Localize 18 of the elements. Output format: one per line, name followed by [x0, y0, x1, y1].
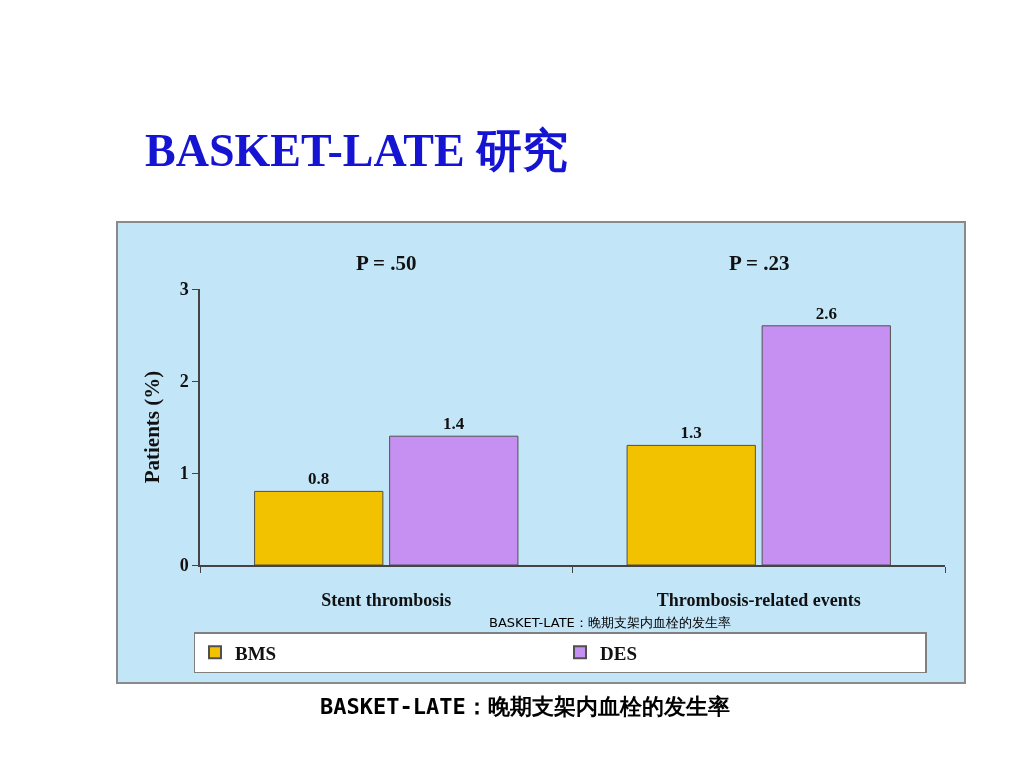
text: P = .50	[356, 251, 417, 275]
y-tick-label: 2	[179, 371, 189, 392]
x-tick-label: Thrombosis-related events	[656, 590, 861, 611]
data-label: 0.8	[308, 469, 330, 489]
y-axis-title: Patients (%)	[140, 370, 165, 484]
text: BASKET-LATE：晚期支架内血栓的发生率	[320, 694, 730, 719]
legend-label: DES	[600, 642, 637, 664]
chart-title: BASKET-LATE 研究	[145, 125, 569, 177]
data-label: 2.6	[815, 303, 837, 323]
text: BASKET-LATE：晚期支架内血栓的发生率	[489, 615, 731, 630]
data-label: 1.3	[680, 423, 702, 443]
y-tick-label: 3	[179, 279, 189, 300]
text: P = .23	[729, 251, 790, 275]
y-tick-label: 0	[179, 555, 189, 576]
data-label: 1.4	[442, 414, 465, 434]
y-tick-label: 1	[179, 463, 189, 484]
legend-label: BMS	[235, 642, 277, 664]
x-tick-label: Stent thrombosis	[321, 590, 452, 611]
